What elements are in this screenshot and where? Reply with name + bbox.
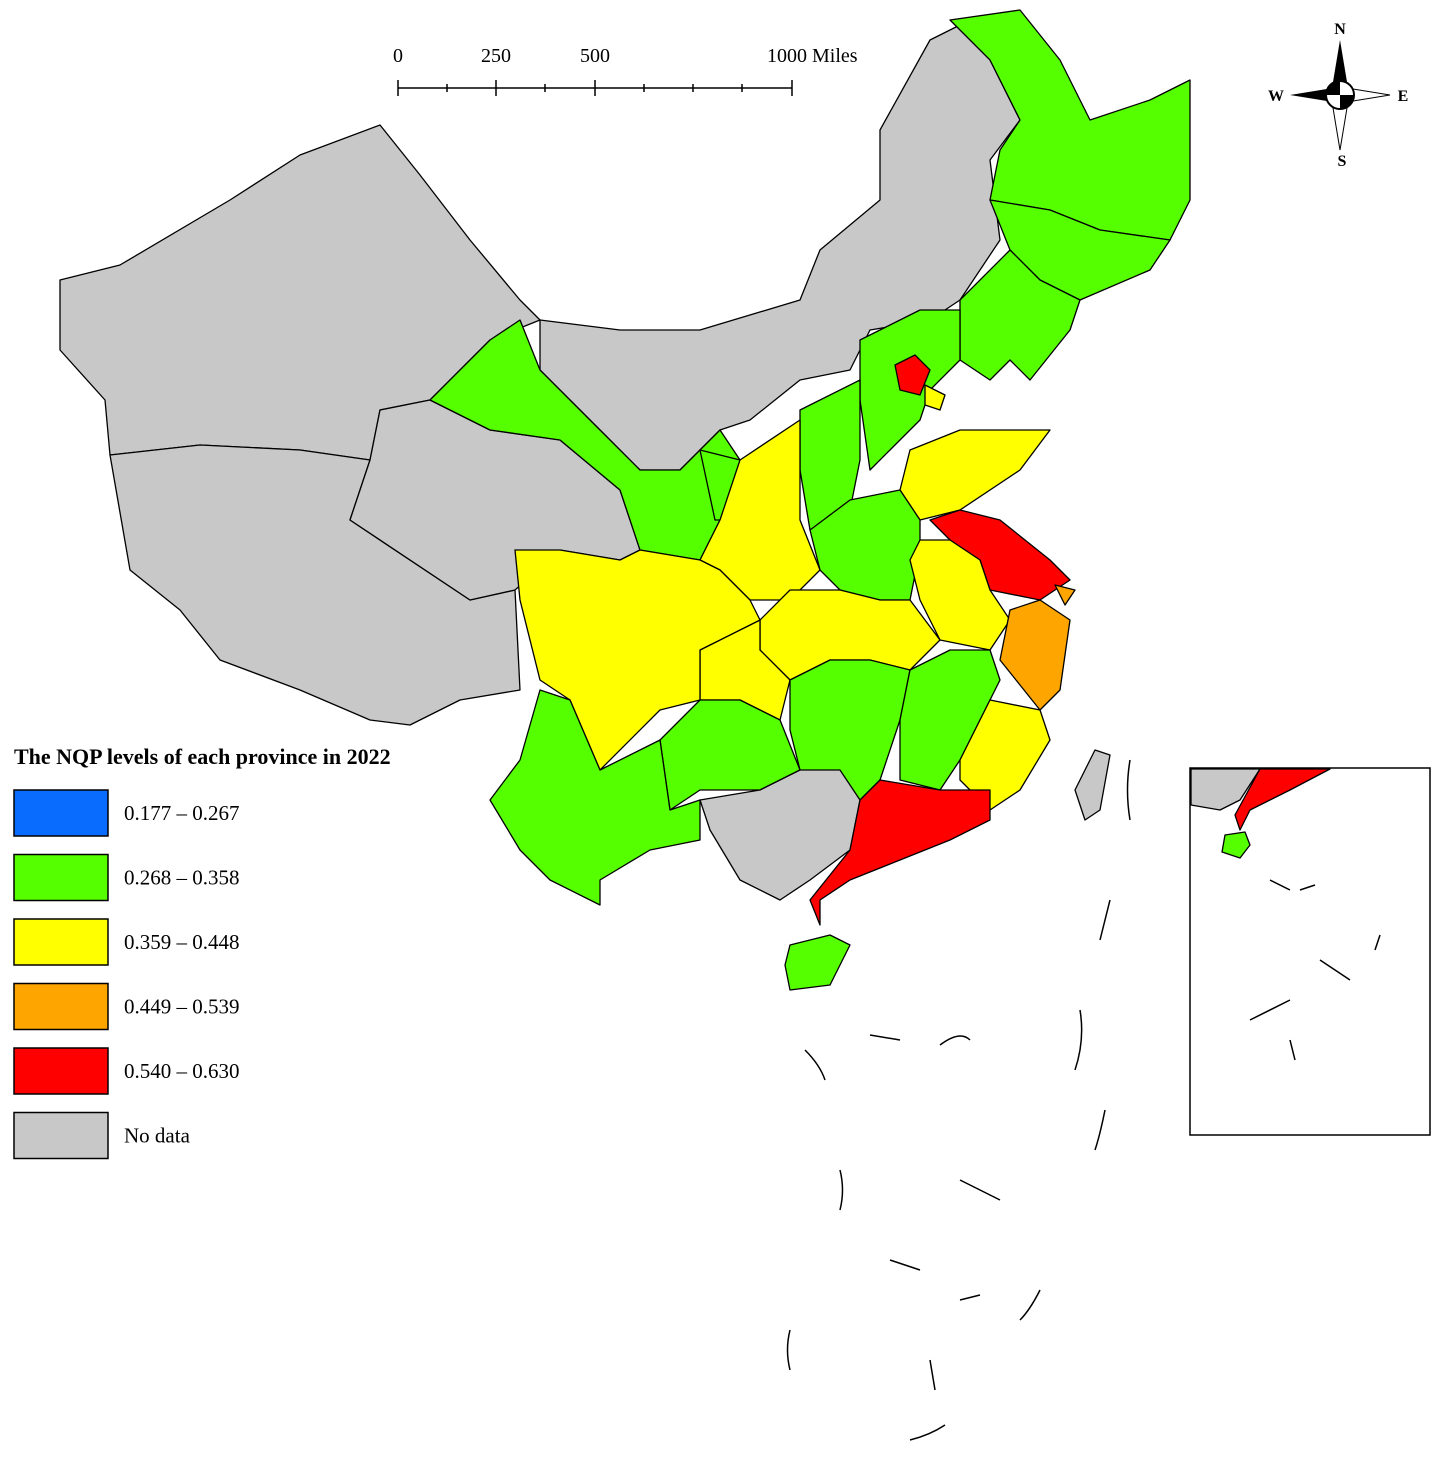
province bbox=[109, 444, 521, 726]
province bbox=[784, 934, 851, 991]
legend-label: 0.540 – 0.630 bbox=[124, 1059, 240, 1083]
legend-label: 0.177 – 0.267 bbox=[124, 801, 240, 825]
province bbox=[699, 419, 821, 601]
scale-bar bbox=[397, 80, 793, 96]
province bbox=[894, 354, 931, 396]
province bbox=[1074, 749, 1111, 821]
province bbox=[514, 549, 761, 771]
inset-frame bbox=[1189, 767, 1431, 1136]
inset-region bbox=[1221, 831, 1251, 859]
compass-label: S bbox=[1338, 153, 1347, 170]
province bbox=[899, 429, 1051, 521]
provinces bbox=[59, 9, 1191, 991]
legend-swatch bbox=[13, 1047, 109, 1095]
province bbox=[489, 689, 701, 906]
scale-label: 1000 Miles bbox=[767, 45, 858, 67]
legend-title: The NQP levels of each province in 2022 bbox=[14, 744, 391, 769]
inset-region bbox=[1190, 768, 1261, 811]
legend-swatch bbox=[13, 1111, 109, 1160]
province bbox=[909, 539, 1011, 651]
legend-swatch bbox=[13, 853, 109, 902]
inset-region bbox=[1234, 768, 1331, 831]
scale-label: 250 bbox=[481, 45, 511, 67]
province bbox=[809, 779, 991, 926]
scale-label: 0 bbox=[393, 45, 403, 67]
province bbox=[429, 319, 741, 561]
legend-label: 0.449 – 0.539 bbox=[124, 995, 240, 1019]
legend-label: No data bbox=[124, 1124, 191, 1148]
legend-swatch bbox=[13, 918, 109, 966]
scale-label: 500 bbox=[580, 45, 610, 67]
province bbox=[924, 384, 946, 411]
compass-label: W bbox=[1268, 88, 1284, 105]
province bbox=[1054, 584, 1076, 606]
legend-swatch bbox=[13, 982, 109, 1031]
province bbox=[999, 599, 1071, 711]
legend-label: 0.268 – 0.358 bbox=[124, 866, 240, 890]
legend-swatch bbox=[13, 789, 109, 837]
inset-map bbox=[1189, 767, 1431, 1136]
sea-islands bbox=[786, 759, 1131, 1441]
compass-label: N bbox=[1334, 21, 1346, 38]
province bbox=[959, 249, 1081, 381]
legend-label: 0.359 – 0.448 bbox=[124, 930, 240, 954]
compass-label: E bbox=[1398, 88, 1409, 105]
province bbox=[959, 699, 1051, 811]
legend: 0.177 – 0.267 0.268 – 0.358 0.359 – 0.448 0… bbox=[13, 789, 240, 1160]
compass: N S W E bbox=[1268, 21, 1408, 170]
